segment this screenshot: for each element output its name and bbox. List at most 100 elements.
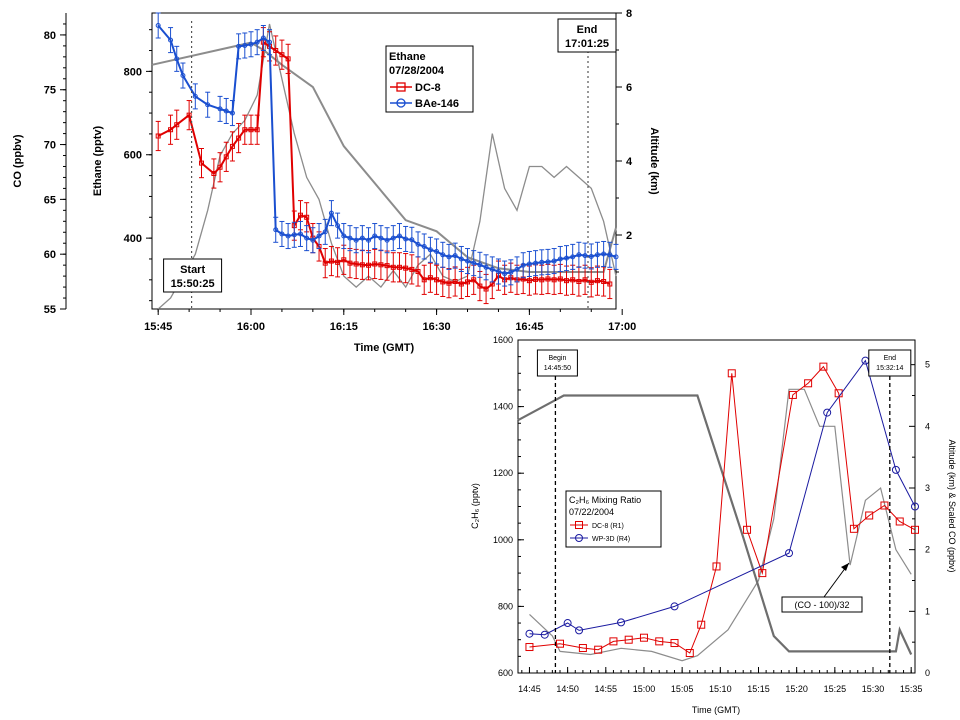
wp3d-r4-point <box>540 630 549 639</box>
dc8-r1-point <box>609 637 618 646</box>
dc8-point <box>551 277 557 283</box>
bae146-point <box>458 256 464 262</box>
bae146-point <box>403 236 409 242</box>
dc8-r1-point <box>849 524 858 533</box>
ethane-chart: 80 75 70 65 60 55 800 600 400 8 6 4 2 15:45 16:00 16… <box>12 8 660 354</box>
marker-label-line1: Start <box>180 264 205 276</box>
dc8-point <box>434 277 440 283</box>
time-tick-label-bottom: 15:20 <box>785 684 808 694</box>
dc8-point <box>384 263 390 269</box>
ethane-axis-ticks: 800 600 400 <box>124 29 152 302</box>
bae146-point <box>514 266 520 272</box>
dc8-point <box>211 171 217 177</box>
marker-label-line2: 15:50:25 <box>171 278 215 290</box>
bae146-point <box>316 233 322 239</box>
bae146-point <box>483 264 489 270</box>
time-tick-label-bottom: 15:10 <box>709 684 732 694</box>
bae146-point <box>217 106 223 112</box>
bae146-point <box>533 260 539 266</box>
dc8-series-line <box>157 40 611 291</box>
bae146-point <box>520 262 526 268</box>
dc8-point <box>545 276 551 282</box>
dc8-point <box>576 278 582 284</box>
ethane-legend: Ethane 07/28/2004 DC-8 BAe-146 <box>385 45 474 113</box>
co-tick-label: 60 <box>44 249 56 261</box>
dc8-point <box>526 278 532 284</box>
bae146-point <box>526 261 532 267</box>
time-tick-label-bottom: 15:25 <box>824 684 847 694</box>
bae146-point <box>594 252 600 258</box>
dc8-r1-point <box>788 390 797 399</box>
dc8-point <box>297 212 303 218</box>
dc8-point <box>254 127 260 133</box>
bae146-point <box>229 110 235 116</box>
wp3d-r4-point <box>525 629 534 638</box>
bae146-point <box>248 41 254 47</box>
altitude-trace-line <box>151 41 617 273</box>
bae146-point <box>341 233 347 239</box>
dc8-point <box>273 48 279 54</box>
bae146-point <box>601 251 607 257</box>
altitude-co-tick-label: 1 <box>925 606 930 616</box>
bae146-point <box>545 259 551 265</box>
c2h6-legend: C₂H₆ Mixing Ratio 07/22/2004 DC-8 (R1) W… <box>565 490 662 548</box>
dc8-point <box>446 280 452 286</box>
altitude-tick-label: 2 <box>626 230 632 242</box>
time-tick-label-bottom: 15:30 <box>862 684 885 694</box>
wp3d-r4-point <box>617 618 626 627</box>
dc8-point <box>198 160 204 166</box>
dc8-r1-point <box>712 562 721 571</box>
dc8-r1-point <box>555 639 564 648</box>
bae146-point <box>582 253 588 259</box>
bae146-point <box>254 39 260 45</box>
dc8-point <box>229 143 235 149</box>
bae146-point <box>304 235 310 241</box>
time-tick-label-bottom: 15:00 <box>633 684 656 694</box>
dc8-point <box>564 278 570 284</box>
ethane-tick-label: 800 <box>124 66 142 78</box>
dc8-r1-point <box>578 644 587 653</box>
bae146-point <box>267 39 273 45</box>
altitude-co-tick-label: 5 <box>925 360 930 370</box>
ethane-tick-label: 400 <box>124 233 142 245</box>
c2h6-chart: 1600 1400 1200 1000 800 600 5 4 3 2 1 0 14:45 14:50… <box>470 335 957 715</box>
bae146-point <box>452 253 458 259</box>
bae146-point <box>223 108 229 114</box>
wp3d-r4-point <box>670 602 679 611</box>
dc8-r1-point <box>758 569 767 578</box>
wp3d-r4-point <box>785 549 794 558</box>
dc8-point <box>248 127 254 133</box>
bae146-point <box>347 235 353 241</box>
dc8-r1-point <box>685 649 694 658</box>
bae146-point <box>366 237 372 243</box>
bae146-point <box>260 35 266 41</box>
bae146-point <box>180 73 186 79</box>
bae146-point <box>477 262 483 268</box>
dc8-point <box>477 283 483 289</box>
marker-box-bottom <box>868 349 912 377</box>
time-axis-label: Time (GMT) <box>354 342 415 354</box>
co-tick-label: 70 <box>44 140 56 152</box>
bae146-point <box>421 243 427 249</box>
dc8-point <box>155 133 161 139</box>
dc8-r1-point <box>819 362 828 371</box>
time-tick-label-bottom: 14:45 <box>518 684 541 694</box>
dc8-point <box>347 260 353 266</box>
ethane-legend-box <box>385 45 474 113</box>
bae146-point <box>471 260 477 266</box>
wp3d-r4-point <box>575 626 584 635</box>
bae146-point <box>273 227 279 233</box>
c2h6-axis-ticks: 1600 1400 1200 1000 800 600 <box>493 335 524 678</box>
bae146-point <box>465 258 471 264</box>
legend-bae146-label: BAe-146 <box>415 98 459 110</box>
marker-label-line2: 17:01:25 <box>565 38 609 50</box>
dc8-point <box>403 265 409 271</box>
co-axis-ticks: 80 75 70 65 60 55 <box>44 23 66 316</box>
time-axis-ticks-bottom: 14:45 14:50 14:55 15:00 15:05 15:10 15:15 15:20… <box>518 667 922 694</box>
co-tick-label: 75 <box>44 85 56 97</box>
wp3d-r4-series-line <box>529 359 916 636</box>
dc8-point <box>279 52 285 58</box>
bae146-point <box>242 43 248 49</box>
bae146-point <box>396 233 402 239</box>
time-tick-label: 16:15 <box>330 321 358 333</box>
